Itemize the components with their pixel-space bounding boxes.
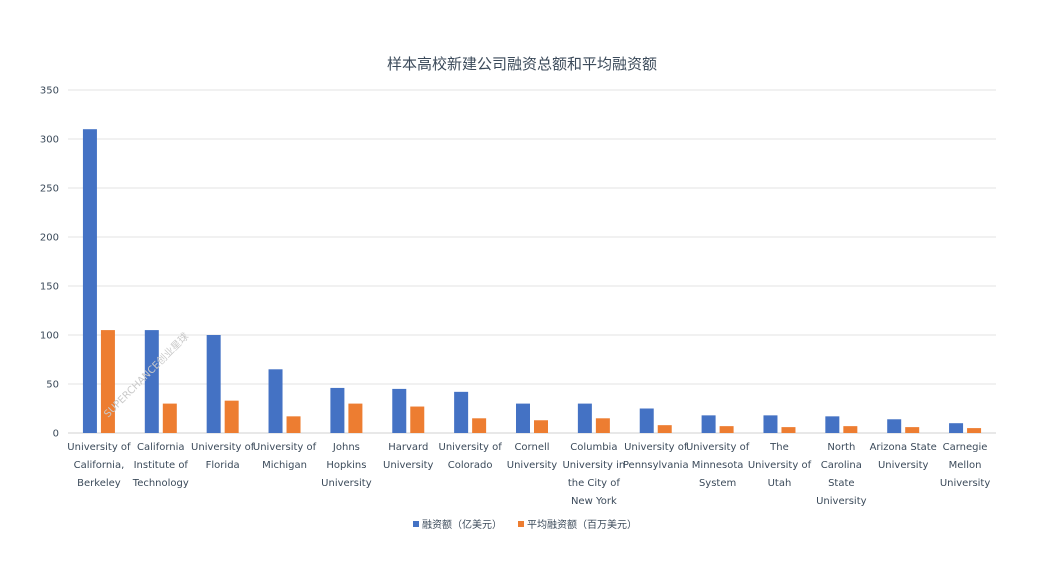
bar-financing-total [268, 369, 283, 433]
bar-financing-total [825, 416, 840, 433]
bar-financing-average [410, 406, 425, 433]
bar-financing-average [967, 428, 982, 433]
bar-financing-total [144, 330, 159, 433]
x-category-label: University of Minnesota System [686, 442, 750, 489]
bar-financing-average [595, 418, 610, 433]
bar-financing-average [905, 427, 920, 433]
legend-swatch [518, 521, 524, 527]
y-tick-label: 100 [40, 331, 59, 342]
category-labels: University of California, BerkeleyCaliforn… [67, 442, 990, 507]
bar-financing-average [719, 426, 734, 433]
bar-financing-average [781, 427, 796, 433]
bar-financing-average [657, 425, 672, 433]
x-category-label: University of Florida [191, 442, 255, 471]
bar-financing-average [162, 403, 177, 433]
bar-financing-total [701, 415, 716, 433]
bar-financing-total [392, 388, 407, 433]
y-tick-label: 200 [40, 233, 59, 244]
y-tick-label: 350 [40, 86, 59, 97]
y-tick-label: 0 [53, 429, 59, 440]
bar-financing-average [224, 400, 239, 433]
y-tick-label: 300 [40, 135, 59, 146]
x-category-label: North Carolina State University [816, 442, 867, 507]
legend-label: 平均融资额（百万美元） [527, 518, 637, 531]
bar-financing-total [516, 403, 530, 433]
bar-financing-total [330, 387, 345, 433]
bar-financing-total [206, 335, 221, 433]
bar-financing-average [100, 330, 115, 433]
x-category-label: University of California, Berkeley [67, 442, 131, 489]
bar-financing-average [286, 416, 301, 433]
x-category-label: California Institute of Technology [132, 442, 189, 489]
y-tick-label: 150 [40, 282, 59, 293]
gridlines [68, 89, 996, 434]
bar-financing-average [843, 426, 858, 433]
x-category-label: Arizona State University [870, 442, 937, 471]
bar-financing-average [534, 420, 548, 433]
x-category-label: Columbia University in the City of New York [562, 442, 625, 507]
y-tick-label: 50 [46, 380, 59, 391]
bar-financing-average [348, 403, 363, 433]
chart-title: 样本高校新建公司融资总额和平均融资额 [387, 55, 657, 73]
legend-label: 融资额（亿美元） [422, 518, 502, 531]
x-category-label: University of Pennsylvania [623, 442, 689, 471]
bar-financing-total [887, 419, 902, 433]
x-category-label: University of Michigan [253, 442, 317, 471]
bar-financing-total [763, 415, 778, 433]
x-category-label: Carnegie Mellon University [940, 442, 991, 489]
x-category-label: University of Colorado [439, 442, 503, 471]
y-axis-ticks: 0 50 100 150 200 250 300 350 [40, 86, 59, 440]
x-category-label: Harvard University [383, 442, 434, 471]
bar-financing-total [454, 391, 469, 433]
bar-financing-total [82, 129, 97, 433]
bars [82, 129, 982, 433]
bar-financing-total [577, 403, 592, 433]
bar-financing-total [949, 423, 964, 433]
legend-swatch [413, 521, 419, 527]
x-category-label: Johns Hopkins University [321, 442, 372, 489]
bar-financing-total [639, 408, 654, 433]
x-category-label: The University of Utah [748, 442, 812, 489]
x-category-label: Cornell University [507, 442, 558, 471]
legend: 融资额（亿美元） 平均融资额（百万美元） [413, 518, 637, 531]
bar-financing-average [472, 418, 487, 433]
y-tick-label: 250 [40, 184, 59, 195]
